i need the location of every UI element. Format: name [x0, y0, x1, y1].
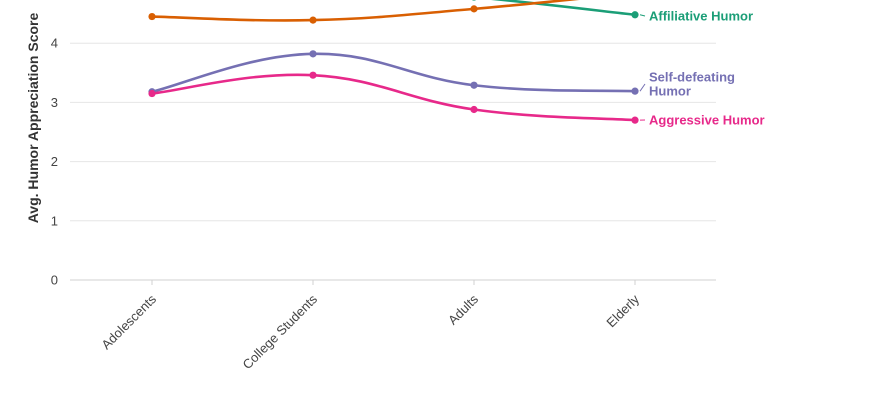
data-point — [470, 81, 478, 89]
series-lines — [151, 0, 636, 122]
y-tick-label: 0 — [51, 273, 58, 288]
x-tick-label: Adolescents — [98, 291, 159, 352]
series-label: Affiliative Humor — [649, 9, 753, 24]
y-tick-label: 1 — [51, 213, 58, 228]
series-label: Aggressive Humor — [649, 113, 765, 128]
data-point — [309, 16, 317, 24]
x-tick-label: Elderly — [603, 291, 642, 330]
series-line — [151, 73, 636, 122]
y-tick-label: 4 — [51, 36, 58, 51]
data-point — [471, 0, 477, 1]
data-point — [631, 11, 639, 19]
data-point — [470, 5, 478, 13]
series-label-connector — [639, 83, 646, 92]
y-axis-title: Avg. Humor Appreciation Score — [25, 13, 41, 224]
series-line — [151, 0, 580, 22]
data-point — [631, 116, 639, 124]
series-label-connector — [639, 14, 646, 17]
data-point — [631, 87, 639, 95]
y-tick-label: 2 — [51, 154, 58, 169]
data-point — [148, 12, 156, 21]
data-point — [470, 105, 478, 114]
data-points — [148, 0, 639, 124]
x-tick-label: College Students — [240, 291, 321, 372]
x-tick-label: Adults — [445, 291, 482, 328]
y-tick-label: 3 — [51, 95, 58, 110]
data-point — [148, 89, 156, 98]
gridlines — [70, 42, 716, 222]
series-labels: Affiliative Humor Self-defeating Humor Aggr… — [639, 9, 765, 128]
series-line — [151, 52, 636, 94]
series-line — [490, 0, 636, 17]
series-label: Self-defeating Humor — [649, 70, 735, 99]
data-point — [309, 71, 317, 79]
data-point — [309, 50, 317, 58]
